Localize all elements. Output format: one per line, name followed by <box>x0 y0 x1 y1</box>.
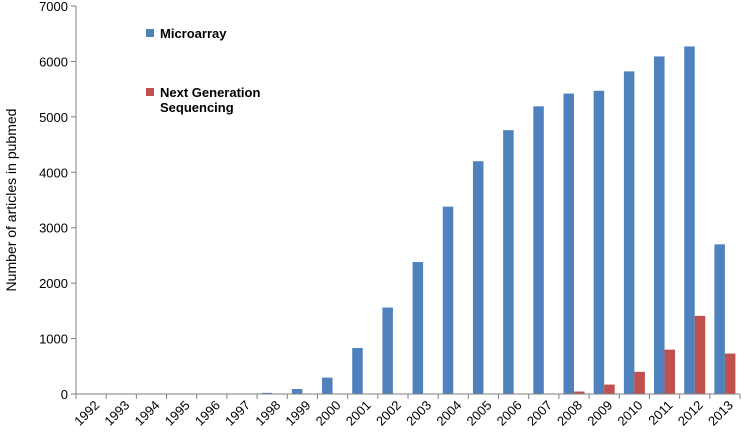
microarray-bar-2008 <box>563 93 574 394</box>
legend: Microarray Next Generation Sequencing <box>146 26 260 115</box>
x-tick-label: 2008 <box>554 398 585 429</box>
y-tick-label: 0 <box>61 387 68 402</box>
y-tick-label: 6000 <box>39 54 68 69</box>
y-tick-label: 7000 <box>39 0 68 14</box>
ngs-bar-2010 <box>634 371 645 394</box>
x-tick-label: 2005 <box>464 398 495 429</box>
microarray-bar-1999 <box>291 389 303 394</box>
bars <box>110 46 736 395</box>
ngs-bar-2013 <box>724 353 736 394</box>
x-tick-label: 2009 <box>584 398 615 429</box>
x-tick-label: 1994 <box>132 398 163 429</box>
y-tick-label: 1000 <box>39 332 68 347</box>
microarray-bar-2012 <box>684 46 695 394</box>
microarray-bar-2001 <box>352 347 363 394</box>
x-tick-label: 1999 <box>282 398 313 429</box>
x-tick-label: 2007 <box>524 398 555 429</box>
x-tick-label: 2010 <box>614 398 645 429</box>
microarray-bar-2002 <box>382 307 393 394</box>
ngs-bar-2011 <box>664 349 676 394</box>
x-tick-label: 2001 <box>343 398 374 429</box>
x-tick-label: 1997 <box>222 398 253 429</box>
legend-swatch-ngs <box>146 88 154 96</box>
x-tick-label: 2013 <box>705 398 736 429</box>
x-tick-label: 2000 <box>313 398 344 429</box>
ngs-bar-2012 <box>694 315 706 394</box>
microarray-bar-2006 <box>503 130 514 394</box>
microarray-bar-1998 <box>261 392 273 394</box>
x-axis-ticks: 1992 1993 1994 1995 1996 1997 1998 1999 2000 2001… <box>71 394 741 429</box>
x-tick-label: 1995 <box>162 398 193 429</box>
x-tick-label: 1996 <box>192 398 223 429</box>
y-tick-label: 2000 <box>39 276 68 291</box>
x-tick-label: 1992 <box>71 398 102 429</box>
microarray-bar-2010 <box>623 71 635 395</box>
legend-swatch-microarray <box>146 29 154 37</box>
legend-label-ngs-line2: Sequencing <box>160 100 234 115</box>
legend-label-ngs-line1: Next Generation <box>160 85 260 100</box>
x-tick-label: 2012 <box>675 398 706 429</box>
microarray-bar-2007 <box>533 106 544 394</box>
x-tick-label: 1998 <box>252 398 283 429</box>
microarray-bar-2011 <box>654 56 665 394</box>
x-tick-label: 2002 <box>373 398 404 429</box>
x-tick-label: 2011 <box>645 398 675 428</box>
x-tick-label: 2006 <box>494 398 525 429</box>
x-tick-label: 1993 <box>101 398 132 429</box>
x-tick-label: 2003 <box>403 398 434 429</box>
microarray-bar-2005 <box>472 161 484 394</box>
microarray-bar-2004 <box>442 206 454 394</box>
y-tick-label: 4000 <box>39 165 68 180</box>
ngs-bar-2009 <box>604 384 615 394</box>
y-tick-label: 3000 <box>39 221 68 236</box>
microarray-bar-2000 <box>322 377 333 394</box>
microarray-bar-2003 <box>412 262 424 394</box>
legend-label-microarray: Microarray <box>160 26 227 41</box>
microarray-bar-2009 <box>593 90 605 394</box>
x-tick-label: 2004 <box>433 398 464 429</box>
y-axis-ticks: 0 1000 2000 3000 4000 5000 6000 7000 <box>39 0 76 402</box>
microarray-bar-2013 <box>714 244 725 394</box>
y-tick-label: 5000 <box>39 110 68 125</box>
y-axis-label: Number of articles in pubmed <box>3 109 19 292</box>
ngs-bar-2008 <box>574 391 585 394</box>
